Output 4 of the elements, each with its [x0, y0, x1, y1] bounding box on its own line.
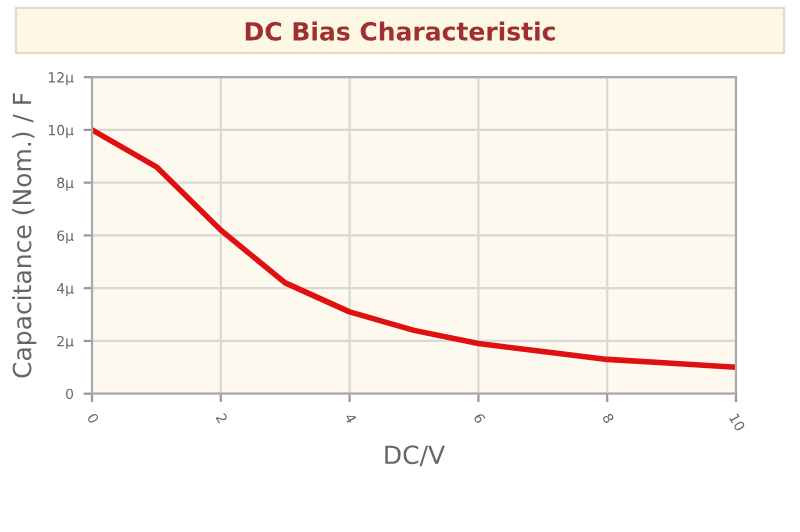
chart-title: DC Bias Characteristic — [245, 21, 555, 41]
line-series — [92, 127, 736, 371]
y-axis-title: Capacitance (Nom.) / F — [12, 93, 37, 378]
x-axis-title: DC/V — [385, 445, 445, 467]
